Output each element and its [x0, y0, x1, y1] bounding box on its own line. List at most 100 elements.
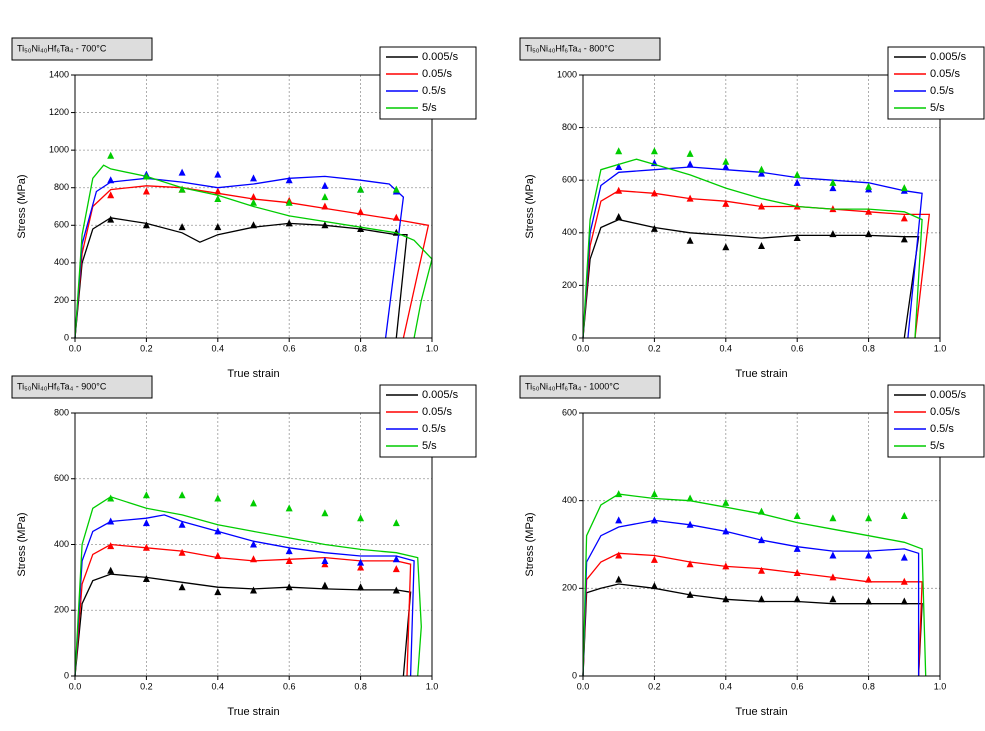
experimental-point	[285, 176, 293, 184]
series-line	[582, 583, 923, 677]
experimental-point	[650, 555, 658, 563]
x-axis-title: True strain	[735, 368, 787, 380]
experimental-point	[829, 230, 837, 238]
experimental-point	[829, 573, 837, 581]
y-tick-label: 400	[54, 539, 69, 549]
y-tick-label: 0	[572, 332, 577, 342]
legend-label: 0.005/s	[930, 389, 967, 401]
y-tick-label: 600	[54, 220, 69, 230]
experimental-point	[686, 520, 694, 528]
experimental-point	[250, 198, 257, 206]
experimental-point	[722, 498, 730, 506]
experimental-point	[865, 514, 873, 522]
series-line	[74, 164, 433, 339]
experimental-point	[900, 512, 908, 520]
experimental-point	[107, 517, 115, 525]
x-tick-label: 0.8	[862, 343, 875, 353]
experimental-point	[650, 189, 658, 197]
y-tick-label: 400	[54, 257, 69, 267]
x-tick-label: 0.2	[140, 681, 153, 691]
x-tick-label: 0.4	[720, 343, 733, 353]
experimental-point	[758, 536, 765, 544]
y-tick-label: 200	[562, 280, 577, 290]
x-tick-label: 1.0	[426, 681, 439, 691]
legend-label: 0.5/s	[422, 423, 446, 435]
experimental-point	[686, 560, 694, 568]
experimental-point	[900, 553, 908, 561]
plot-area	[583, 413, 940, 676]
experimental-point	[758, 241, 765, 249]
legend-box	[379, 46, 477, 120]
plot-frame	[74, 74, 433, 339]
experimental-point	[686, 160, 694, 168]
series-line	[582, 158, 923, 339]
x-tick-label: 0.2	[140, 343, 153, 353]
experimental-point	[321, 181, 329, 189]
series-line	[74, 185, 430, 339]
experimental-point	[793, 512, 801, 520]
experimental-point	[321, 202, 329, 210]
experimental-point	[250, 499, 257, 507]
chart-title: Ti₅₀Ni₄₀Hf₆Ta₄ - 1000°C	[525, 381, 620, 391]
y-tick-label: 200	[54, 295, 69, 305]
experimental-point	[214, 170, 222, 178]
experimental-point	[285, 556, 293, 564]
experimental-point	[722, 562, 730, 570]
legend-label: 0.005/s	[930, 51, 967, 63]
experimental-point	[722, 163, 730, 171]
experimental-point	[214, 552, 222, 560]
experimental-point	[900, 235, 908, 243]
experimental-point	[722, 243, 730, 251]
experimental-point	[142, 519, 150, 527]
x-tick-label: 0.0	[69, 343, 82, 353]
y-tick-label: 200	[54, 605, 69, 615]
experimental-point	[900, 214, 908, 222]
x-tick-label: 0.4	[720, 681, 733, 691]
plot-frame	[582, 74, 941, 339]
series-line	[582, 552, 923, 677]
legend-label: 0.005/s	[422, 51, 459, 63]
experimental-point	[650, 516, 658, 524]
y-tick-label: 600	[562, 175, 577, 185]
experimental-point	[250, 174, 257, 182]
series-line	[582, 166, 923, 339]
chart: 0.0 0.2 0.4 0.6 0.8 1.0 0 200 400 600 800 True stra…	[11, 375, 477, 718]
x-tick-label: 0.4	[212, 343, 225, 353]
experimental-point	[214, 194, 222, 202]
experimental-point	[285, 219, 293, 227]
experimental-point	[392, 185, 400, 193]
experimental-point	[865, 575, 873, 583]
y-tick-label: 1000	[49, 145, 69, 155]
experimental-point	[321, 193, 329, 201]
experimental-point	[178, 168, 186, 176]
experimental-point	[650, 147, 658, 155]
experimental-point	[615, 163, 623, 171]
experimental-point	[650, 582, 658, 590]
experimental-point	[357, 558, 365, 566]
x-tick-label: 0.0	[577, 681, 590, 691]
x-tick-label: 0.6	[791, 343, 804, 353]
experimental-point	[865, 230, 873, 238]
experimental-point	[285, 504, 293, 512]
experimental-point	[178, 491, 186, 499]
x-tick-label: 1.0	[934, 343, 947, 353]
experimental-point	[865, 551, 873, 559]
y-tick-label: 1400	[49, 69, 69, 79]
experimental-point	[178, 520, 186, 528]
experimental-point	[285, 547, 293, 555]
series-line	[582, 190, 931, 339]
x-tick-label: 0.8	[354, 681, 367, 691]
y-tick-label: 1200	[49, 107, 69, 117]
y-tick-label: 0	[64, 332, 69, 342]
experimental-point	[214, 187, 222, 195]
legend-label: 5/s	[422, 102, 437, 114]
experimental-point	[722, 199, 730, 207]
y-axis-title: Stress (MPa)	[524, 174, 536, 238]
experimental-point	[107, 191, 115, 199]
y-tick-label: 800	[562, 122, 577, 132]
experimental-point	[615, 147, 623, 155]
y-tick-label: 1000	[557, 69, 577, 79]
experimental-point	[250, 586, 257, 594]
experimental-point	[686, 194, 694, 202]
chart-title: Ti₅₀Ni₄₀Hf₆Ta₄ - 900°C	[17, 381, 107, 391]
